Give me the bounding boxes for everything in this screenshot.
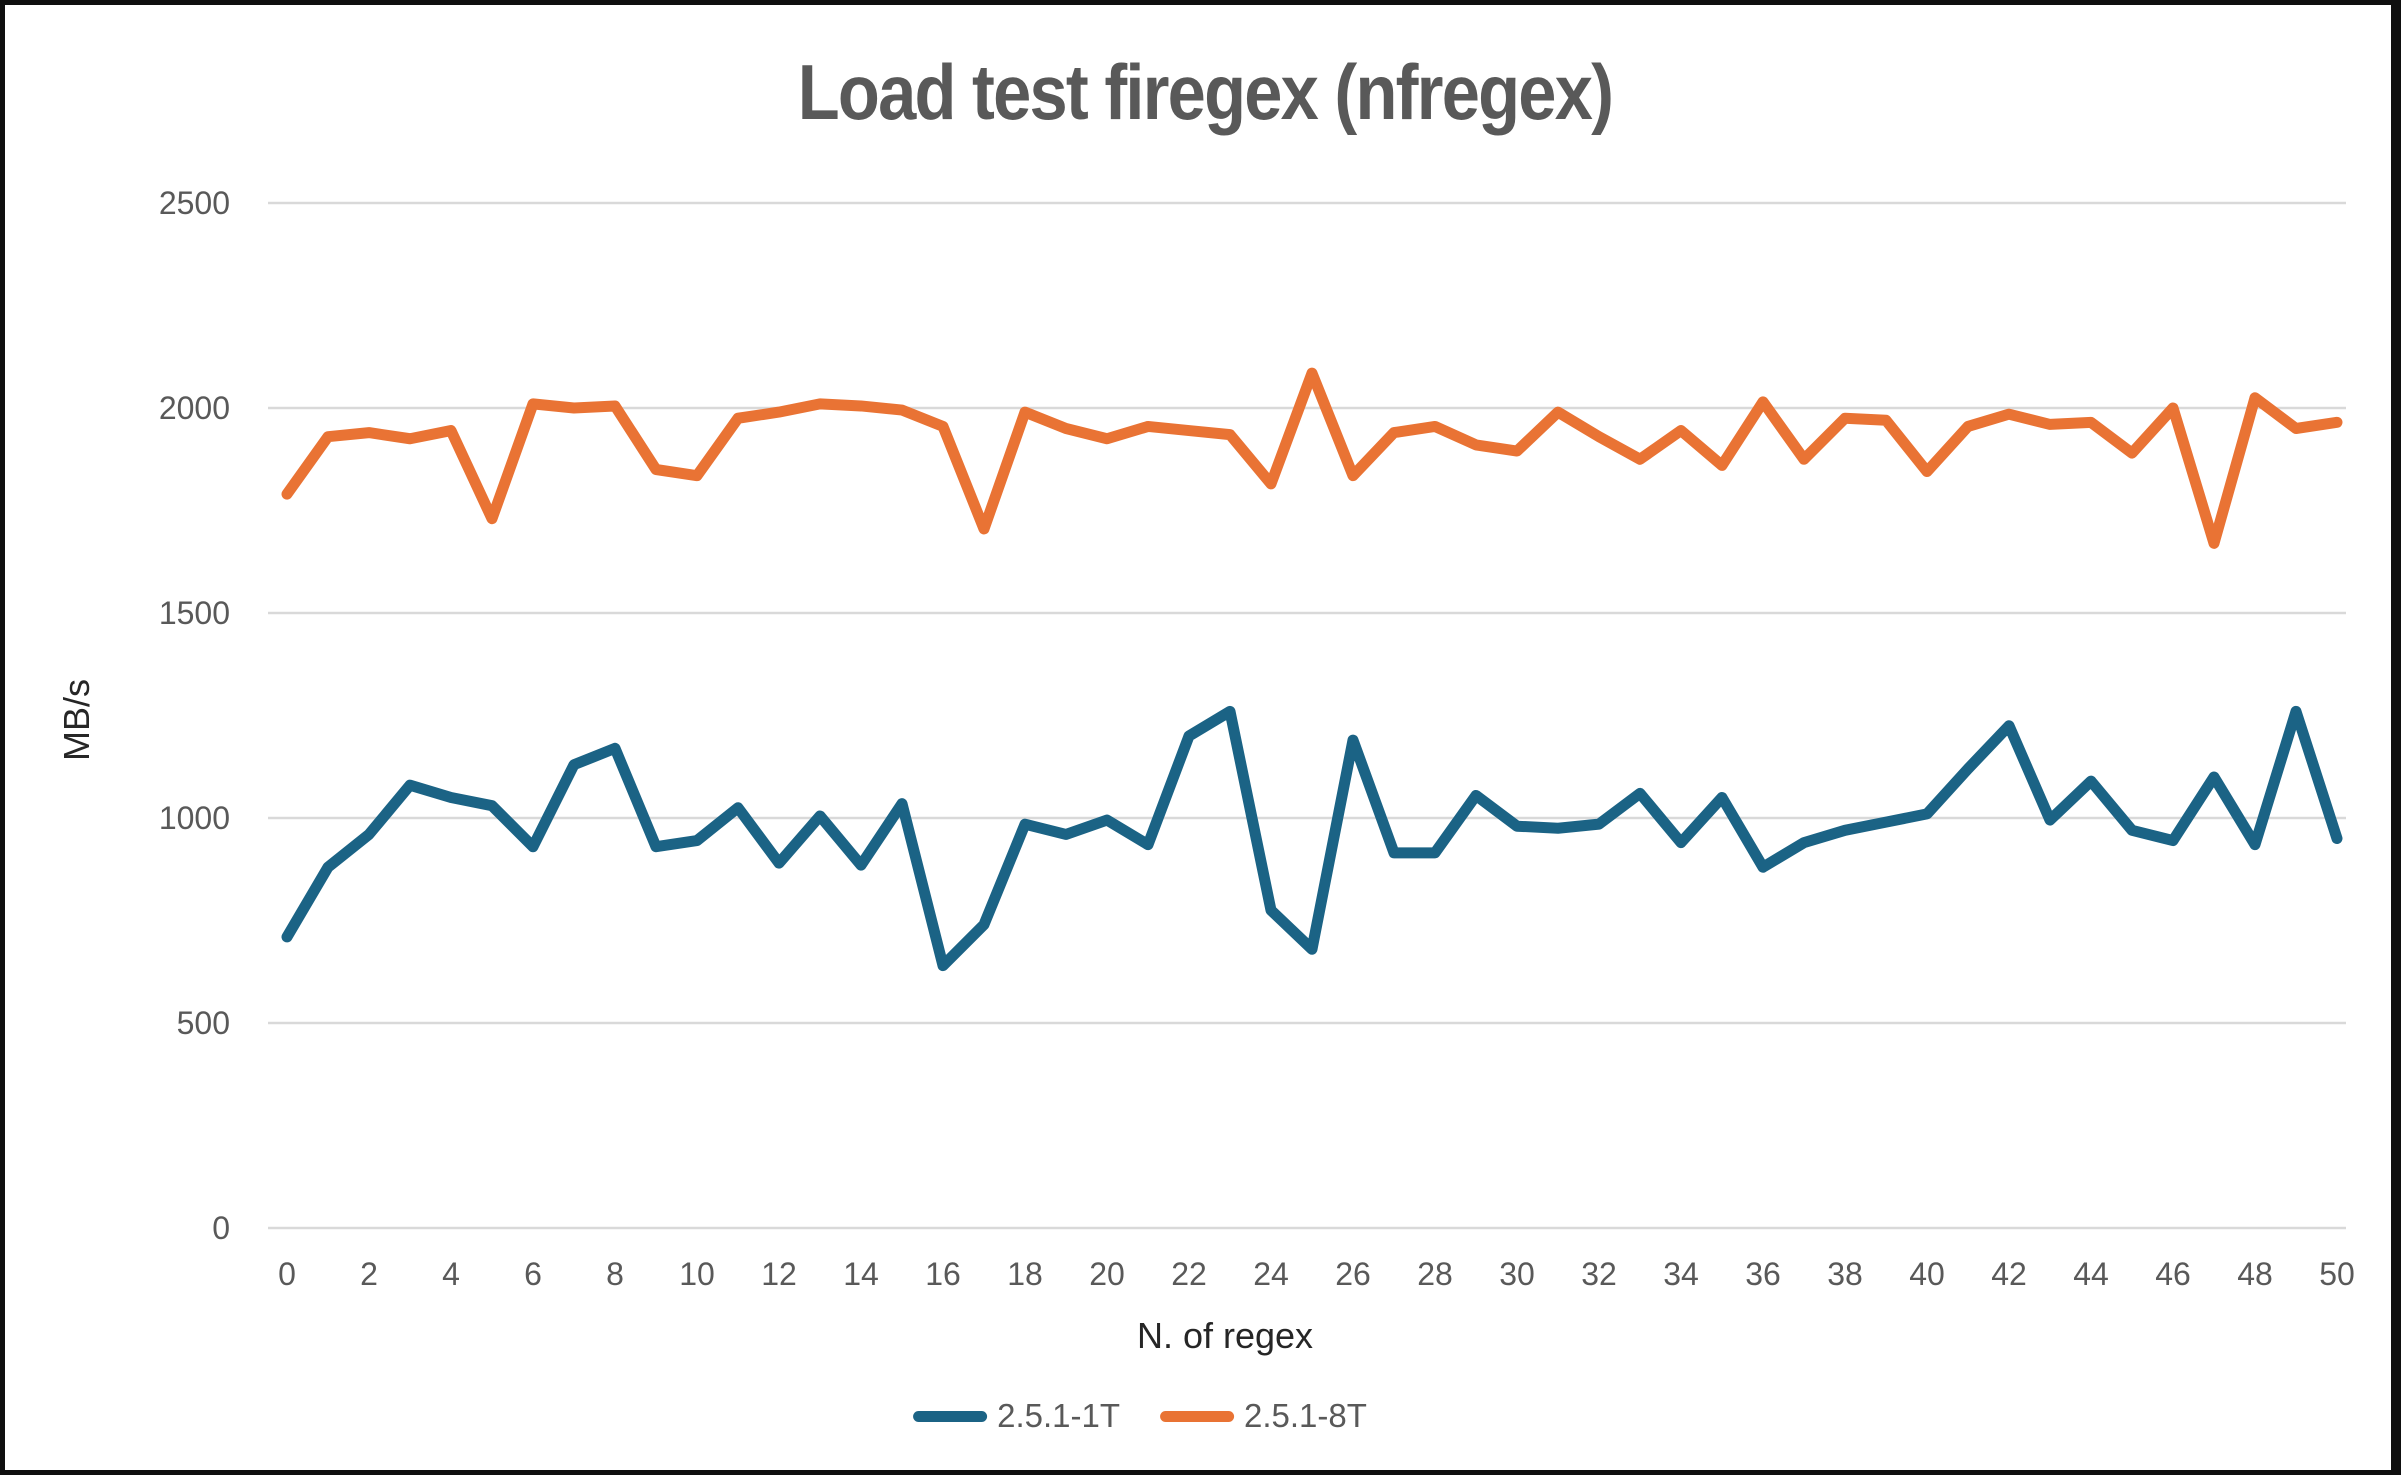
legend-label: 2.5.1-1T bbox=[997, 1397, 1120, 1434]
x-tick-label-22: 22 bbox=[1171, 1256, 1207, 1292]
x-tick-label-16: 16 bbox=[925, 1256, 961, 1292]
legend-label: 2.5.1-8T bbox=[1244, 1397, 1367, 1434]
y-axis-title: MB/s bbox=[56, 678, 97, 762]
y-tick-label-1000: 1000 bbox=[159, 800, 230, 836]
chart-title: Load test firegex (nfregex) bbox=[797, 48, 1614, 136]
x-tick-label-0: 0 bbox=[278, 1256, 296, 1292]
legend: 2.5.1-1T 2.5.1-8T bbox=[913, 1397, 1367, 1435]
x-tick-label-48: 48 bbox=[2237, 1256, 2273, 1292]
x-tick-label-26: 26 bbox=[1335, 1256, 1371, 1292]
x-tick-label-14: 14 bbox=[843, 1256, 879, 1292]
x-tick-label-42: 42 bbox=[1991, 1256, 2027, 1292]
x-axis-title: N. of regex bbox=[1136, 1315, 1314, 1356]
series-line-2.5.1-1T bbox=[281, 705, 2343, 972]
x-tick-label-28: 28 bbox=[1417, 1256, 1453, 1292]
y-tick-label-500: 500 bbox=[177, 1005, 230, 1041]
x-tick-label-44: 44 bbox=[2073, 1256, 2109, 1292]
x-tick-label-4: 4 bbox=[442, 1256, 460, 1292]
x-tick-label-6: 6 bbox=[524, 1256, 542, 1292]
legend-swatch-icon bbox=[913, 1410, 988, 1422]
legend-item-2.5.1-8T: 2.5.1-8T bbox=[1160, 1397, 1367, 1435]
legend-swatch-icon bbox=[1160, 1410, 1234, 1422]
y-tick-label-2000: 2000 bbox=[159, 390, 230, 426]
x-tick-label-40: 40 bbox=[1909, 1256, 1945, 1292]
x-tick-label-46: 46 bbox=[2155, 1256, 2191, 1292]
y-tick-label-0: 0 bbox=[212, 1210, 230, 1246]
x-tick-label-34: 34 bbox=[1663, 1256, 1699, 1292]
series-line-2.5.1-8T bbox=[281, 367, 2343, 549]
y-tick-label-2500: 2500 bbox=[159, 185, 230, 221]
x-tick-label-36: 36 bbox=[1745, 1256, 1781, 1292]
x-tick-label-12: 12 bbox=[761, 1256, 797, 1292]
x-tick-label-24: 24 bbox=[1253, 1256, 1289, 1292]
x-tick-label-30: 30 bbox=[1499, 1256, 1535, 1292]
x-tick-label-8: 8 bbox=[606, 1256, 624, 1292]
x-tick-label-20: 20 bbox=[1089, 1256, 1125, 1292]
legend-item-2.5.1-1T: 2.5.1-1T bbox=[913, 1397, 1120, 1435]
x-tick-label-2: 2 bbox=[360, 1256, 378, 1292]
x-tick-label-38: 38 bbox=[1827, 1256, 1863, 1292]
x-tick-label-18: 18 bbox=[1007, 1256, 1043, 1292]
y-tick-label-1500: 1500 bbox=[159, 595, 230, 631]
x-tick-label-50: 50 bbox=[2319, 1256, 2355, 1292]
x-tick-label-10: 10 bbox=[679, 1256, 715, 1292]
x-tick-label-32: 32 bbox=[1581, 1256, 1617, 1292]
